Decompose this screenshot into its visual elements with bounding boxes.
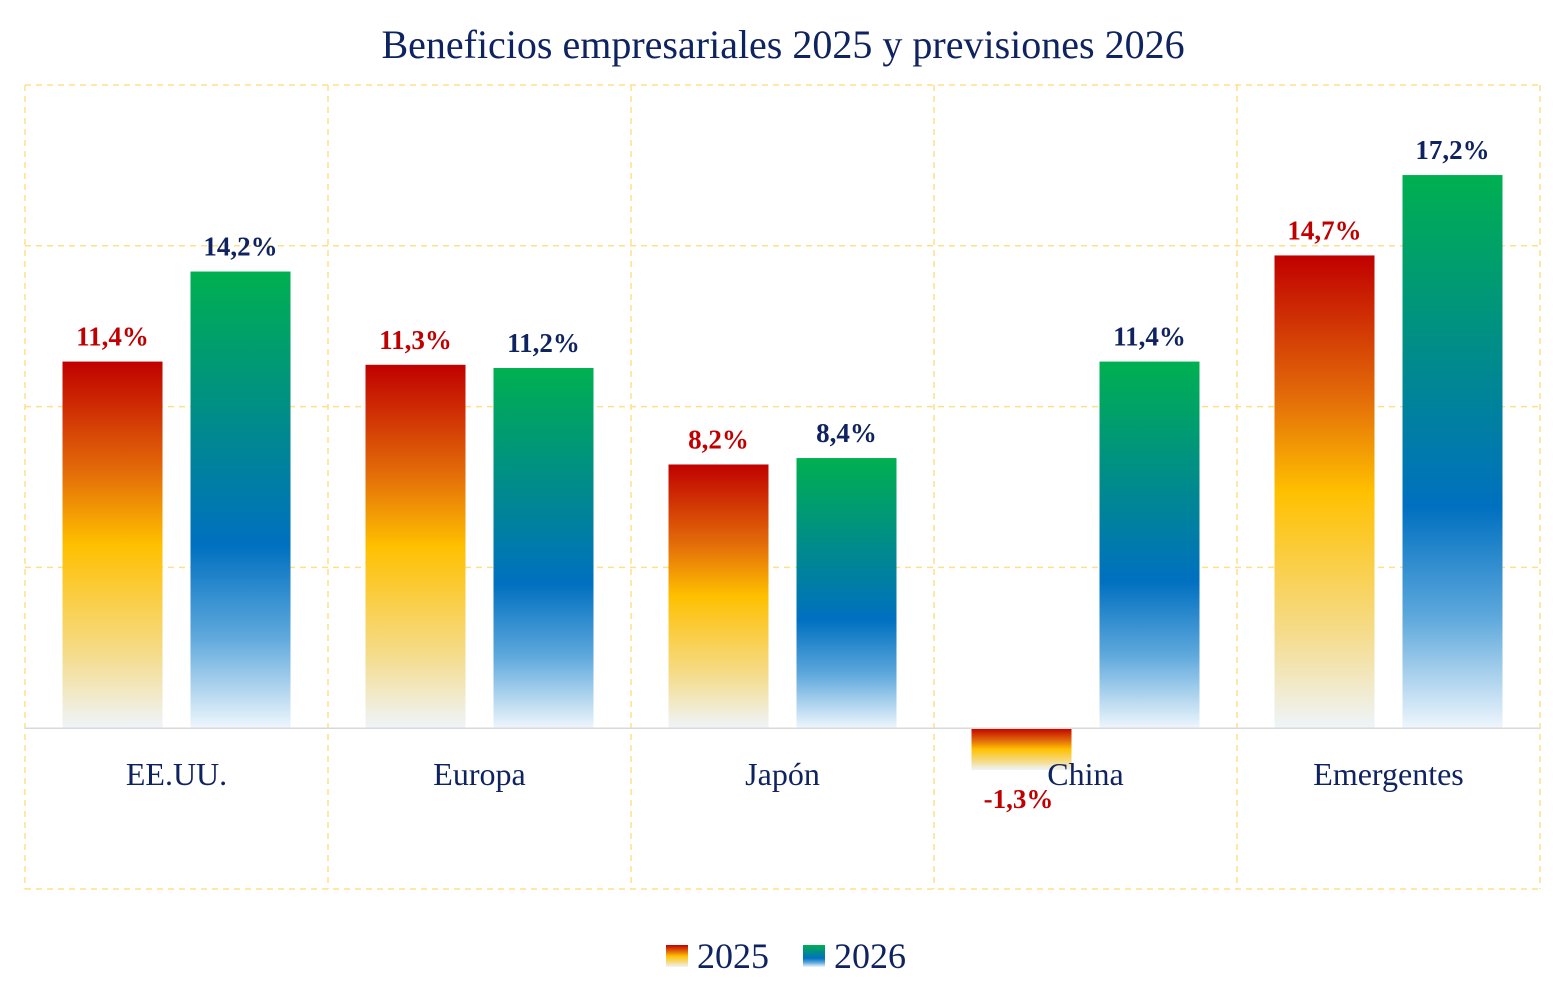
- gridlines: [24, 84, 1541, 890]
- legend-swatch-2026: [803, 945, 825, 967]
- data-labels: 11,4% 11,3% 8,2% -1,3% 14,7% 14,2% 11,2% 8,4% 11…: [76, 135, 1490, 814]
- data-label: 8,4%: [816, 418, 877, 448]
- legend-label-2025: 2025: [697, 936, 769, 976]
- legend-label-2026: 2026: [834, 936, 906, 976]
- data-label: 14,2%: [203, 232, 277, 262]
- chart-title: Beneficios empresariales 2025 y previsio…: [381, 22, 1184, 67]
- legend-swatch-2025: [666, 945, 688, 967]
- data-label: 8,2%: [688, 424, 749, 454]
- bar-2025-japn: [668, 464, 769, 729]
- data-label: 11,2%: [507, 328, 580, 358]
- bar-2026-japn: [796, 458, 897, 729]
- legend: 2025 2026: [666, 936, 906, 976]
- data-label: 11,3%: [379, 325, 452, 355]
- bar-2025-eeuu: [62, 361, 163, 729]
- bar-2025-china: [971, 728, 1072, 771]
- data-label: 17,2%: [1415, 135, 1489, 165]
- category-label: Europa: [433, 756, 525, 792]
- data-label: -1,3%: [984, 784, 1054, 814]
- category-label: EE.UU.: [126, 756, 227, 792]
- data-label: 14,7%: [1287, 215, 1361, 245]
- bars: [62, 175, 1503, 771]
- bar-2026-europa: [493, 368, 594, 729]
- bar-2026-emergentes: [1402, 175, 1503, 729]
- category-label: China: [1047, 756, 1123, 792]
- bar-2026-china: [1099, 361, 1200, 729]
- category-label: Japón: [745, 756, 820, 792]
- category-label: Emergentes: [1313, 756, 1463, 792]
- data-label: 11,4%: [1113, 322, 1186, 352]
- data-label: 11,4%: [76, 322, 149, 352]
- bar-2026-eeuu: [190, 271, 291, 729]
- bar-2025-emergentes: [1274, 255, 1375, 729]
- bar-2025-europa: [365, 364, 466, 729]
- category-labels: EE.UU. Europa Japón China Emergentes: [126, 756, 1464, 792]
